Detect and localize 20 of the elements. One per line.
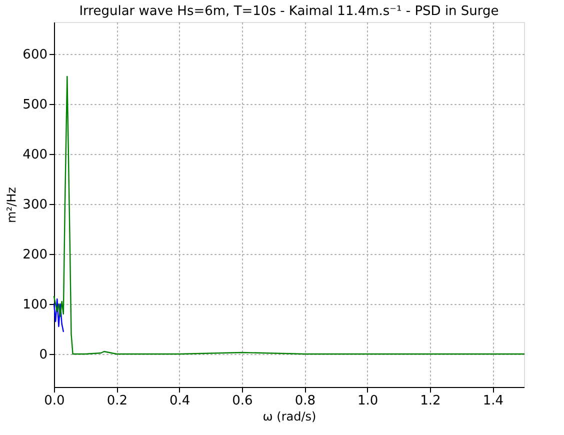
x-tick-label: 0.6 (232, 394, 253, 408)
y-tick-label: 300 (22, 198, 48, 212)
x-tick-label: 0.2 (106, 394, 128, 408)
x-tick-label: 0.4 (169, 394, 190, 408)
y-tick-label: 400 (22, 148, 48, 162)
x-tick-label: 1.2 (420, 394, 441, 408)
x-tick-label: 0.0 (44, 394, 65, 408)
y-axis-title: m²/Hz (4, 187, 19, 223)
chart-title: Irregular wave Hs=6m, T=10s - Kaimal 11.4m.s⁻¹ - PSD in Surge (79, 4, 499, 19)
y-tick-label: 0 (39, 348, 48, 362)
x-axis-title: ω (rad/s) (262, 410, 316, 424)
line-series (53, 298, 64, 332)
y-tick-label: 500 (22, 98, 48, 112)
x-tick-label: 1.4 (482, 394, 504, 408)
y-tick-label: 100 (22, 298, 48, 312)
line-series (53, 76, 525, 355)
x-tick-label: 0.8 (294, 394, 316, 408)
y-tick-label: 600 (22, 48, 48, 62)
y-tick-label: 200 (22, 248, 48, 262)
x-tick-label: 1.0 (357, 394, 378, 408)
